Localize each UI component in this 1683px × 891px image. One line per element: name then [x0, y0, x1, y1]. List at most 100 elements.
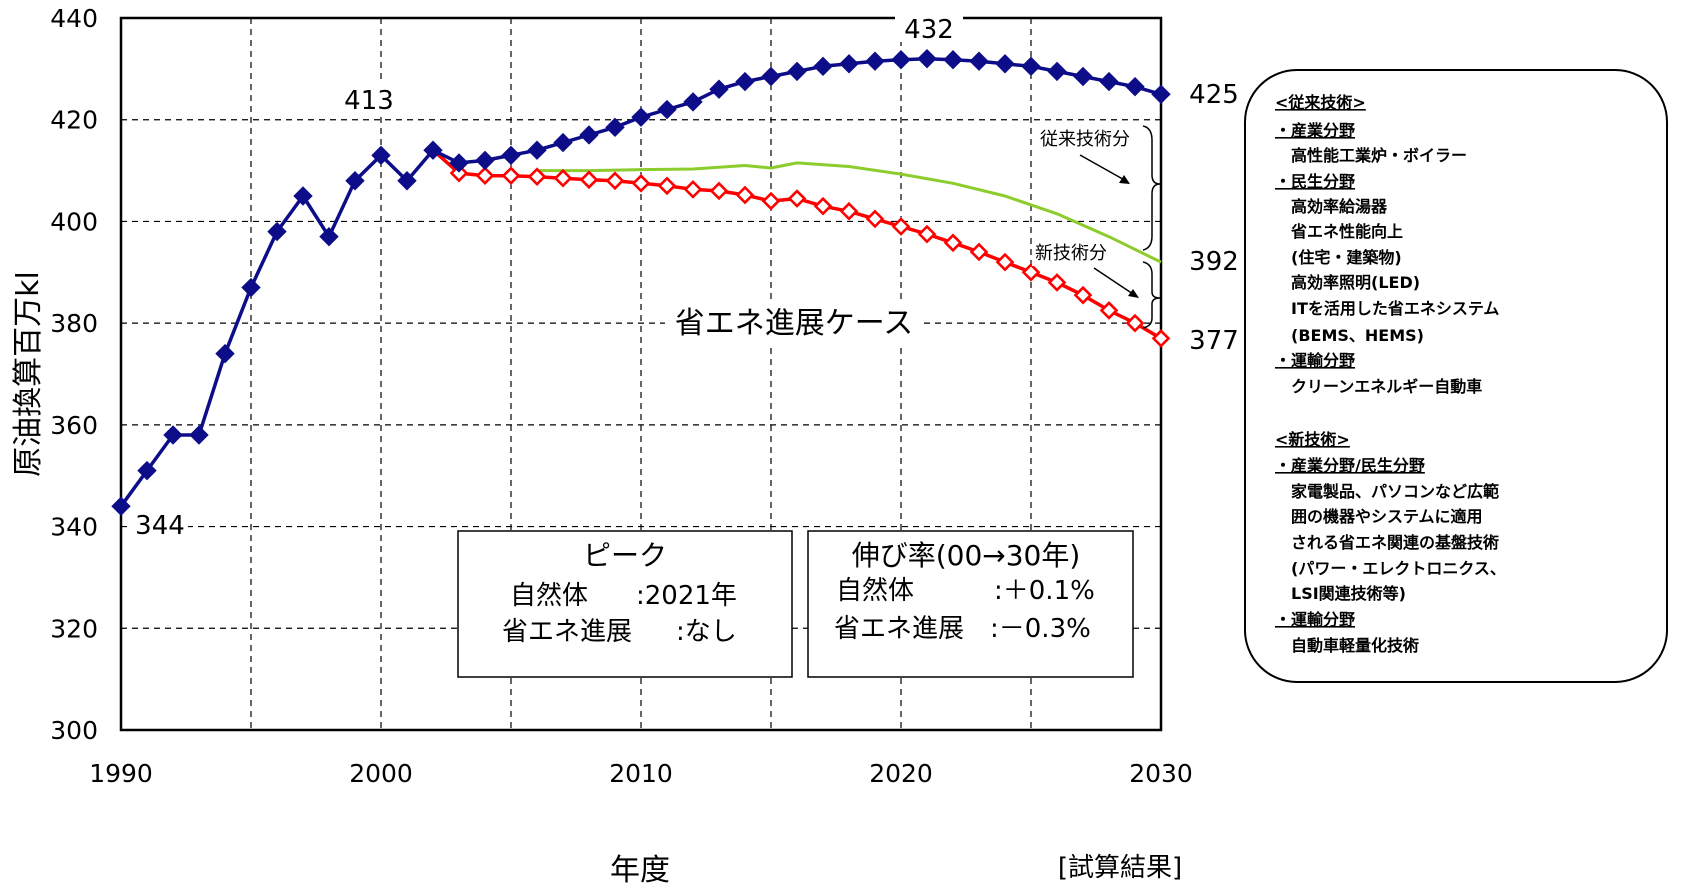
- x-axis-label: 年度: [610, 853, 670, 888]
- value-label-413: 413: [344, 86, 394, 116]
- x-axis-ticks: 1990 2000 2010 2020 2030: [89, 759, 1193, 788]
- new-share-arrowhead: [1128, 289, 1139, 298]
- data-point-natural: [215, 343, 235, 364]
- data-point-natural: [189, 425, 209, 445]
- label-bg-344: [132, 508, 188, 540]
- growth-box-conservation-label: 省エネ進展: [834, 614, 964, 644]
- sidebar-ind-res-item: 家電製品、パソコンなど広範: [1291, 482, 1499, 501]
- data-point-conservation: [1125, 313, 1145, 333]
- series-natural: [111, 48, 1171, 516]
- y-axis-label: 原油換算百万kl: [11, 271, 46, 477]
- data-point-conservation: [1151, 329, 1171, 348]
- data-point-natural: [267, 221, 287, 242]
- data-point-conservation: [969, 242, 989, 262]
- data-point-natural: [839, 54, 859, 74]
- data-point-natural: [319, 226, 339, 247]
- data-point-natural: [709, 79, 729, 99]
- data-point-natural: [1047, 61, 1067, 82]
- sidebar-residential-item: 高効率照明(LED): [1291, 273, 1420, 292]
- data-point-natural: [813, 56, 833, 77]
- y-tick-label: 420: [50, 106, 98, 135]
- sidebar-ind-res-item: LSI関連技術等): [1291, 584, 1406, 603]
- y-tick-label: 320: [50, 614, 98, 643]
- data-point-natural: [969, 51, 989, 71]
- growth-box-title: 伸び率(00→30年): [852, 539, 1081, 572]
- y-tick-label: 360: [50, 411, 98, 440]
- new-share-brace: [1142, 261, 1161, 329]
- data-point-natural: [631, 107, 651, 127]
- data-point-natural: [501, 145, 521, 166]
- new-share-label-bg: [1032, 240, 1110, 266]
- data-point-natural: [657, 99, 677, 120]
- data-point-natural: [1073, 66, 1093, 87]
- sidebar-ind-res-item: される省エネ関連の基盤技術: [1291, 533, 1499, 552]
- peak-box-conservation-label: 省エネ進展: [502, 617, 632, 647]
- data-point-natural: [371, 145, 391, 166]
- value-label-392: 392: [1189, 247, 1239, 277]
- data-point-natural: [137, 460, 157, 481]
- data-point-natural: [397, 171, 417, 191]
- value-label-344: 344: [135, 511, 185, 541]
- case-label: 省エネ進展ケース: [675, 306, 914, 341]
- sidebar-residential-item: 省エネ性能向上: [1290, 222, 1403, 241]
- sidebar-new-heading: <新技術>: [1275, 430, 1350, 449]
- growth-box-natural-value: :＋0.1%: [994, 576, 1095, 606]
- data-point-conservation: [995, 252, 1015, 272]
- peak-box: [457, 530, 793, 678]
- sidebar-transport-heading: ・運輸分野: [1275, 351, 1355, 370]
- data-point-conservation: [865, 209, 885, 229]
- data-point-conservation: [787, 189, 807, 208]
- conventional-share-label-bg: [1040, 124, 1130, 152]
- data-point-conservation: [1021, 262, 1041, 282]
- data-point-natural: [527, 140, 547, 160]
- peak-box-title: ピーク: [583, 539, 667, 572]
- data-point-conservation: [943, 233, 963, 253]
- y-axis-ticks: 300 320 340 360 380 400 420 440: [50, 4, 98, 745]
- x-tick-label: 2020: [869, 759, 933, 788]
- result-note: [試算結果]: [1058, 853, 1182, 883]
- data-point-natural: [787, 61, 807, 82]
- data-point-natural: [683, 92, 703, 112]
- data-point-conservation: [657, 176, 677, 196]
- data-point-natural: [345, 171, 365, 191]
- x-tick-label: 1990: [89, 759, 153, 788]
- case-label-bg: [665, 302, 923, 344]
- data-point-conservation: [501, 166, 521, 185]
- series-conventional_tech_only: [537, 161, 1162, 264]
- data-point-natural: [449, 153, 469, 173]
- data-point-conservation: [631, 173, 651, 193]
- series-layer: [111, 48, 1171, 516]
- new-share-label: 新技術分: [1035, 243, 1107, 264]
- data-point-natural: [1151, 84, 1171, 104]
- sidebar-residential-item: ITを活用した省エネシステム: [1291, 299, 1499, 318]
- series-line-conventional_tech_only: [537, 161, 1162, 264]
- peak-box-natural-value: :2021年: [636, 581, 737, 611]
- x-tick-label: 2030: [1129, 759, 1193, 788]
- data-point-conservation: [579, 170, 599, 190]
- data-point-natural: [761, 66, 781, 87]
- data-point-natural: [605, 117, 625, 138]
- label-bg-413: [334, 82, 404, 114]
- data-point-conservation: [917, 224, 937, 244]
- growth-box-natural-label: 自然体: [836, 576, 914, 606]
- x-tick-label: 2000: [349, 759, 413, 788]
- technology-sidebar: [1244, 69, 1668, 683]
- sidebar-industry-item: 高性能工業炉・ボイラー: [1291, 146, 1467, 165]
- peak-box-conservation-value: :なし: [676, 617, 737, 647]
- data-point-natural: [995, 54, 1015, 74]
- y-tick-label: 340: [50, 513, 98, 542]
- conventional-share-arrow: [1079, 154, 1129, 183]
- data-point-natural: [917, 48, 937, 69]
- data-point-natural: [943, 49, 963, 70]
- value-label-432: 432: [904, 15, 954, 45]
- y-tick-label: 440: [50, 4, 98, 33]
- data-point-natural: [163, 425, 183, 445]
- sidebar-ind-res-heading: ・産業分野/民生分野: [1275, 456, 1425, 475]
- data-point-natural: [293, 186, 313, 206]
- data-point-natural: [1021, 56, 1041, 77]
- data-point-conservation: [605, 171, 625, 191]
- peak-box-natural-label: 自然体: [510, 581, 588, 611]
- sidebar-residential-item: 高効率給湯器: [1291, 197, 1388, 216]
- data-point-conservation: [839, 201, 859, 221]
- sidebar-residential-item: (住宅・建築物): [1291, 248, 1402, 267]
